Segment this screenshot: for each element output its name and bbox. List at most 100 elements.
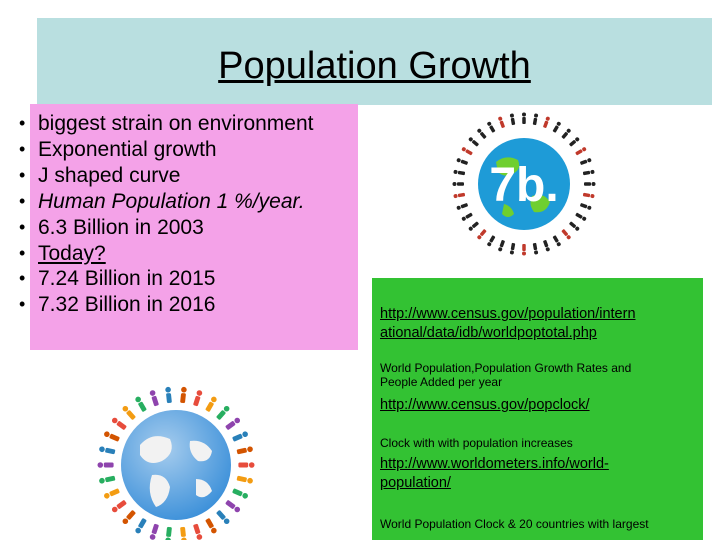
person-figure (99, 475, 116, 484)
person-figure (477, 229, 487, 240)
person-figure (99, 446, 116, 455)
person-figure (569, 137, 580, 147)
person-figure (582, 192, 595, 199)
person-figure (582, 169, 595, 176)
people-ring (452, 112, 596, 256)
caption-line: World Population,Population Growth Rates… (380, 361, 632, 375)
links-panel (372, 278, 703, 540)
person-figure (498, 240, 505, 252)
bullet-text: 6.3 Billion in 2003 (38, 215, 204, 239)
person-figure (104, 488, 120, 499)
person-figure (453, 192, 466, 199)
census-popclock-link[interactable]: http://www.census.gov/popclock/ (380, 396, 590, 415)
person-figure (487, 121, 496, 133)
title-banner: Population Growth (37, 18, 712, 105)
bullet-text: 7.32 Billion in 2016 (38, 293, 216, 317)
bullet-item: • 7.32 Billion in 2016 (19, 292, 314, 318)
person-figure (216, 510, 230, 525)
bullet-item: • 6.3 Billion in 2003 (19, 215, 314, 241)
person-figure (584, 182, 596, 186)
person-figure (149, 390, 159, 407)
globe-label: 7b. (489, 159, 558, 212)
bullet-glyph: • (19, 268, 26, 289)
person-figure (468, 137, 479, 147)
person-figure (225, 500, 241, 513)
bullet-list: • biggest strain on environment • Exponent… (19, 111, 314, 318)
link-caption: Clock with with population increases (380, 436, 573, 450)
census-worldpop-link[interactable]: http://www.census.gov/population/intern … (380, 305, 636, 343)
bullet-item: • J shaped curve (19, 163, 314, 189)
link-line: ational/data/idb/worldpoptotal.php (380, 325, 597, 341)
person-figure (193, 390, 203, 407)
bullet-glyph: • (19, 242, 26, 263)
person-figure (452, 182, 464, 186)
person-figure (165, 386, 172, 404)
link-caption: World Population,Population Growth Rates… (380, 361, 631, 389)
person-figure (532, 113, 539, 126)
person-figure (149, 523, 159, 540)
bullet-glyph: • (19, 294, 26, 315)
bullet-item: • Human Population 1 %/year. (19, 189, 314, 215)
person-figure (522, 112, 526, 124)
person-figure (236, 446, 253, 455)
person-figure (232, 488, 248, 499)
person-figure (225, 417, 241, 430)
person-figure (580, 203, 592, 210)
bullet-item: • 7.24 Billion in 2015 (19, 266, 314, 292)
person-figure (135, 518, 147, 534)
person-figure (238, 462, 255, 468)
person-figure (552, 121, 561, 133)
person-figure (456, 203, 468, 210)
bullet-text: Today? (38, 241, 106, 265)
person-figure (205, 396, 217, 412)
person-figure (205, 518, 217, 534)
person-figure (575, 212, 587, 221)
bullet-glyph: • (19, 113, 26, 133)
caption-line: People Added per year (380, 375, 503, 389)
link-caption: World Population Clock & 20 countries wi… (380, 517, 649, 531)
bullet-glyph: • (19, 216, 26, 237)
bullet-glyph: • (19, 190, 26, 211)
person-figure (456, 158, 468, 165)
population-7b-globe-image: 7b. (452, 112, 596, 256)
caption-line: Clock with with population increases (380, 436, 573, 450)
bullets-panel (30, 104, 358, 350)
person-figure (180, 526, 187, 540)
person-figure (532, 242, 539, 255)
person-figure (487, 235, 496, 247)
slide-title: Population Growth (218, 45, 531, 87)
caption-line: World Population Clock & 20 countries wi… (380, 517, 649, 531)
person-figure (180, 386, 187, 404)
bullet-text: Human Population 1 %/year. (38, 189, 305, 213)
link-line: http://www.census.gov/popclock/ (380, 397, 590, 413)
bullet-item: • Today? (19, 241, 314, 267)
link-line: http://www.census.gov/population/intern (380, 306, 636, 322)
person-figure (232, 431, 248, 442)
person-figure (122, 405, 136, 420)
link-line: population/ (380, 475, 451, 491)
person-figure (111, 500, 127, 513)
person-figure (468, 221, 479, 231)
person-figure (575, 147, 587, 156)
person-figure (580, 158, 592, 165)
bullet-glyph: • (19, 164, 26, 185)
person-figure (543, 116, 550, 128)
bullet-text: J shaped curve (38, 163, 181, 187)
person-figure (461, 147, 473, 156)
person-figure (165, 526, 172, 540)
person-figure (97, 462, 114, 468)
worldometers-link[interactable]: http://www.worldometers.info/world- popu… (380, 455, 609, 493)
person-figure (461, 212, 473, 221)
earth-people-globe-image (97, 386, 255, 540)
people-ring (97, 386, 255, 540)
person-figure (453, 169, 466, 176)
person-figure (552, 235, 561, 247)
globe-land (140, 436, 212, 507)
person-figure (236, 475, 253, 484)
person-figure (509, 113, 516, 126)
link-line: http://www.worldometers.info/world- (380, 456, 609, 472)
person-figure (477, 128, 487, 139)
person-figure (561, 229, 571, 240)
person-figure (104, 431, 120, 442)
